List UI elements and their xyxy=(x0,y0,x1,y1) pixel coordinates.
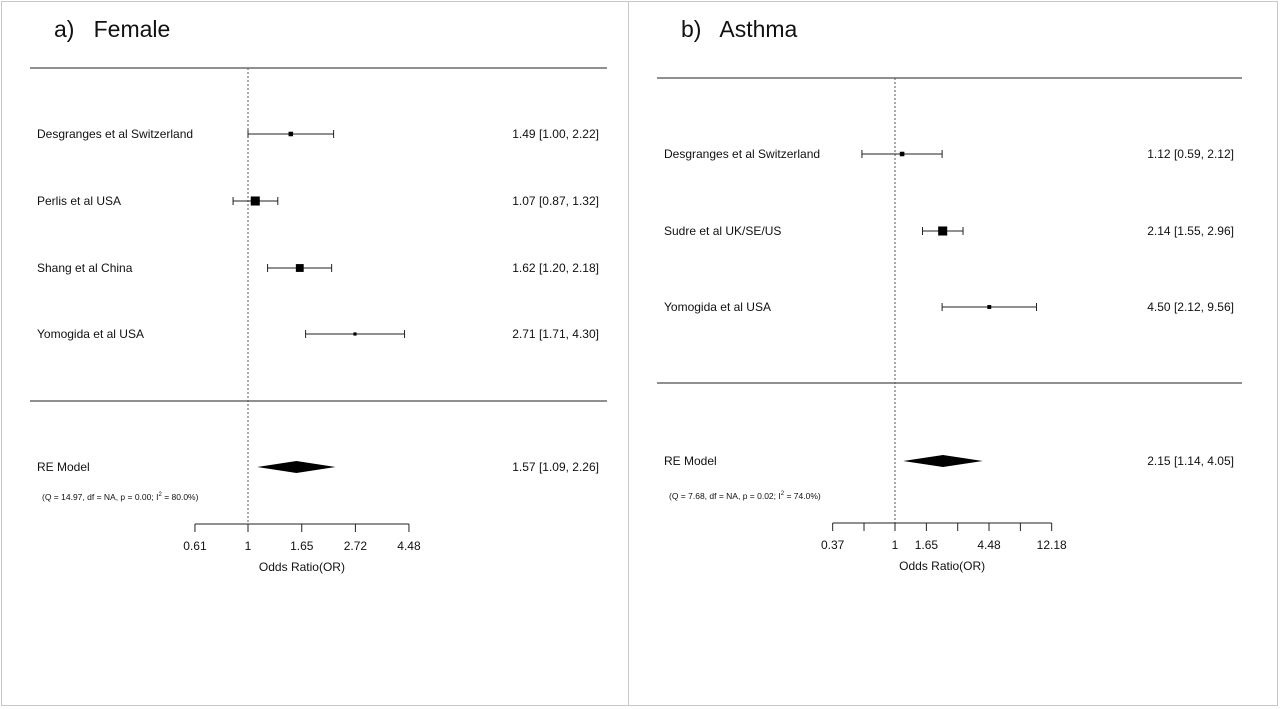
study-label: Shang et al China xyxy=(37,261,133,275)
panel-title-text: Female xyxy=(93,16,171,42)
forest-panel-asthma: b) Asthma Desgranges et al Switzerland 1.… xyxy=(628,1,1278,706)
ci-value: 1.12 [0.59, 2.12] xyxy=(1147,147,1234,161)
study-label: Yomogida et al USA xyxy=(37,327,144,341)
summary-diamond xyxy=(257,461,336,473)
ci-value: 2.71 [1.71, 4.30] xyxy=(512,327,599,341)
summary-ci-value: 1.57 [1.09, 2.26] xyxy=(512,460,599,474)
point-estimate xyxy=(353,332,357,336)
x-tick-label: 1 xyxy=(245,539,252,553)
ci-value: 1.62 [1.20, 2.18] xyxy=(512,261,599,275)
x-tick-label: 0.37 xyxy=(821,538,845,552)
summary-diamond xyxy=(903,455,983,467)
summary-label: RE Model xyxy=(664,454,717,468)
panel-label: b) xyxy=(681,16,702,42)
point-estimate xyxy=(987,305,992,309)
heterogeneity-stats: (Q = 7.68, df = NA, p = 0.02; I2 = 74.0%… xyxy=(669,491,821,501)
study-label: Yomogida et al USA xyxy=(664,300,771,314)
x-axis-title: Odds Ratio(OR) xyxy=(259,560,345,574)
study-label: Desgranges et al Switzerland xyxy=(37,127,193,141)
point-estimate xyxy=(288,131,294,137)
x-tick-label: 2.72 xyxy=(344,539,368,553)
point-estimate xyxy=(250,196,260,206)
point-estimate xyxy=(938,226,948,236)
heterogeneity-stats: (Q = 14.97, df = NA, p = 0.00; I2 = 80.0… xyxy=(42,492,199,502)
study-label: Perlis et al USA xyxy=(37,194,121,208)
ci-value: 1.49 [1.00, 2.22] xyxy=(512,127,599,141)
forest-plot-asthma: Desgranges et al Switzerland 1.12 [0.59, … xyxy=(657,77,1242,573)
panel-title: b) Asthma xyxy=(681,16,797,43)
panel-title-text: Asthma xyxy=(719,16,798,42)
x-tick-label: 12.18 xyxy=(1037,538,1067,552)
x-tick-label: 0.61 xyxy=(183,539,207,553)
ci-value: 2.14 [1.55, 2.96] xyxy=(1147,224,1234,238)
study-label: Desgranges et al Switzerland xyxy=(664,147,820,161)
forest-panel-female: a) Female Desgranges et al Switzerland 1.… xyxy=(1,1,629,706)
point-estimate xyxy=(295,264,304,272)
x-tick-label: 4.48 xyxy=(977,538,1001,552)
ci-value: 4.50 [2.12, 9.56] xyxy=(1147,300,1234,314)
ci-value: 1.07 [0.87, 1.32] xyxy=(512,194,599,208)
x-axis-title: Odds Ratio(OR) xyxy=(899,559,985,573)
summary-label: RE Model xyxy=(37,460,90,474)
summary-ci-value: 2.15 [1.14, 4.05] xyxy=(1147,454,1234,468)
x-tick-label: 1 xyxy=(892,538,899,552)
forest-plot-female: Desgranges et al Switzerland 1.49 [1.00, … xyxy=(30,67,607,574)
point-estimate xyxy=(899,151,905,157)
study-label: Sudre et al UK/SE/US xyxy=(664,224,781,238)
x-tick-label: 1.65 xyxy=(290,539,314,553)
x-tick-label: 1.65 xyxy=(915,538,939,552)
x-tick-label: 4.48 xyxy=(397,539,421,553)
panel-title: a) Female xyxy=(54,16,170,43)
panel-label: a) xyxy=(54,16,75,42)
